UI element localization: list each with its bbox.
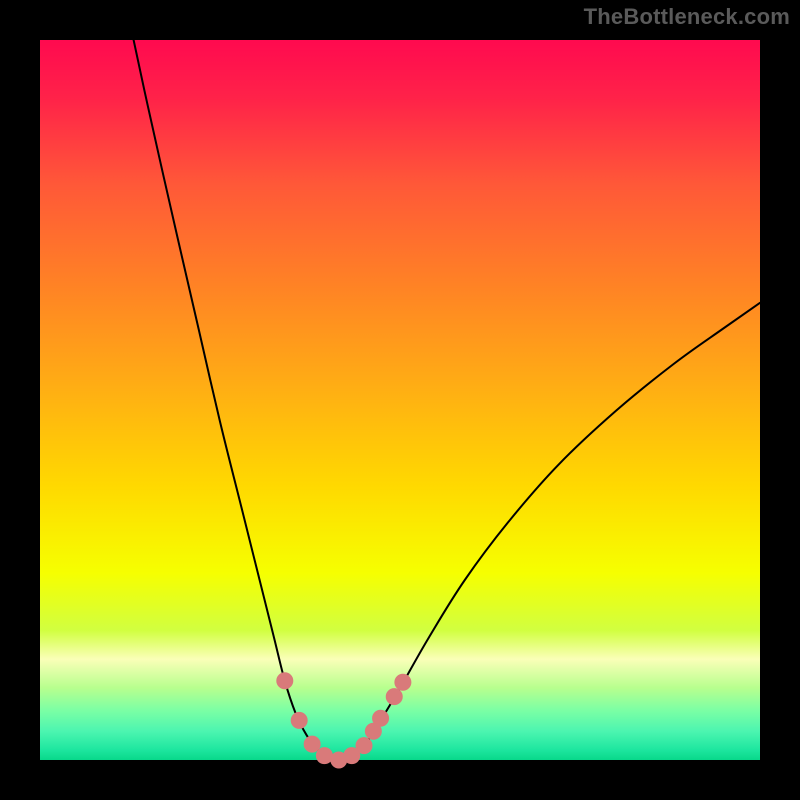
chart-svg — [0, 0, 800, 800]
data-marker — [386, 689, 402, 705]
data-marker — [277, 673, 293, 689]
data-marker — [316, 748, 332, 764]
data-marker — [373, 710, 389, 726]
data-marker — [356, 738, 372, 754]
watermark-text: TheBottleneck.com — [584, 4, 790, 30]
chart-container: TheBottleneck.com — [0, 0, 800, 800]
data-marker — [291, 712, 307, 728]
plot-area — [40, 40, 760, 760]
data-marker — [395, 674, 411, 690]
data-marker — [304, 736, 320, 752]
